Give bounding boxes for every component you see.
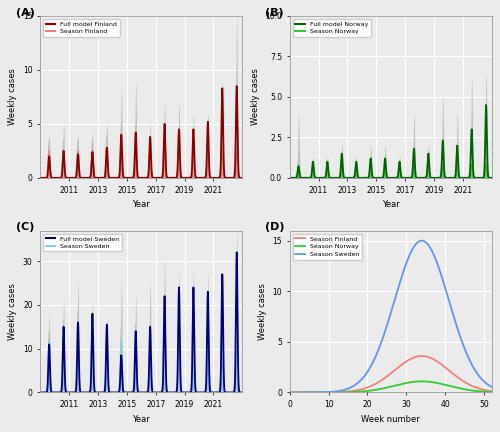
Season Sweden <box>488 384 494 390</box>
Season Finland <box>484 388 490 393</box>
Season Sweden <box>382 327 388 332</box>
Season Finland <box>452 373 458 378</box>
Season Sweden <box>396 283 402 288</box>
Season Norway <box>418 379 424 384</box>
Season Sweden <box>418 238 424 243</box>
Season Norway <box>382 385 388 391</box>
Season Norway <box>484 389 490 394</box>
X-axis label: Year: Year <box>132 200 150 209</box>
Legend: Full model Sweden, Season Sweden: Full model Sweden, Season Sweden <box>44 234 122 251</box>
Season Sweden <box>407 252 413 257</box>
X-axis label: Year: Year <box>132 415 150 424</box>
X-axis label: Week number: Week number <box>362 415 420 424</box>
Legend: Full model Norway, Season Norway: Full model Norway, Season Norway <box>293 19 370 37</box>
Season Finland <box>382 375 388 380</box>
Text: (C): (C) <box>16 222 34 232</box>
Season Sweden <box>384 323 390 328</box>
Legend: Full model Finland, Season Finland: Full model Finland, Season Finland <box>44 19 120 37</box>
Season Finland <box>488 388 494 394</box>
Season Sweden <box>286 390 292 395</box>
Legend: Season Finland, Season Norway, Season Sweden: Season Finland, Season Norway, Season Sw… <box>293 234 362 260</box>
Season Norway <box>452 385 458 390</box>
Season Finland <box>396 364 402 369</box>
Text: (B): (B) <box>266 8 284 18</box>
Season Finland <box>418 353 424 359</box>
Y-axis label: Weekly cases: Weekly cases <box>250 68 260 125</box>
X-axis label: Year: Year <box>382 200 400 209</box>
Season Norway <box>384 385 390 390</box>
Season Finland <box>407 357 413 362</box>
Season Norway <box>396 382 402 387</box>
Line: Season Sweden: Season Sweden <box>290 241 492 392</box>
Line: Season Norway: Season Norway <box>290 381 492 393</box>
Text: (A): (A) <box>16 8 35 18</box>
Line: Season Finland: Season Finland <box>290 356 492 392</box>
Season Finland <box>384 374 390 379</box>
Season Norway <box>286 390 292 395</box>
Y-axis label: Weekly cases: Weekly cases <box>8 68 18 125</box>
Season Norway <box>488 390 494 395</box>
Season Sweden <box>484 381 490 387</box>
Y-axis label: Weekly cases: Weekly cases <box>258 283 267 340</box>
Season Finland <box>286 390 292 395</box>
Season Sweden <box>452 320 458 325</box>
Y-axis label: Weekly cases: Weekly cases <box>8 283 18 340</box>
Text: (D): (D) <box>266 222 285 232</box>
Season Norway <box>407 380 413 385</box>
